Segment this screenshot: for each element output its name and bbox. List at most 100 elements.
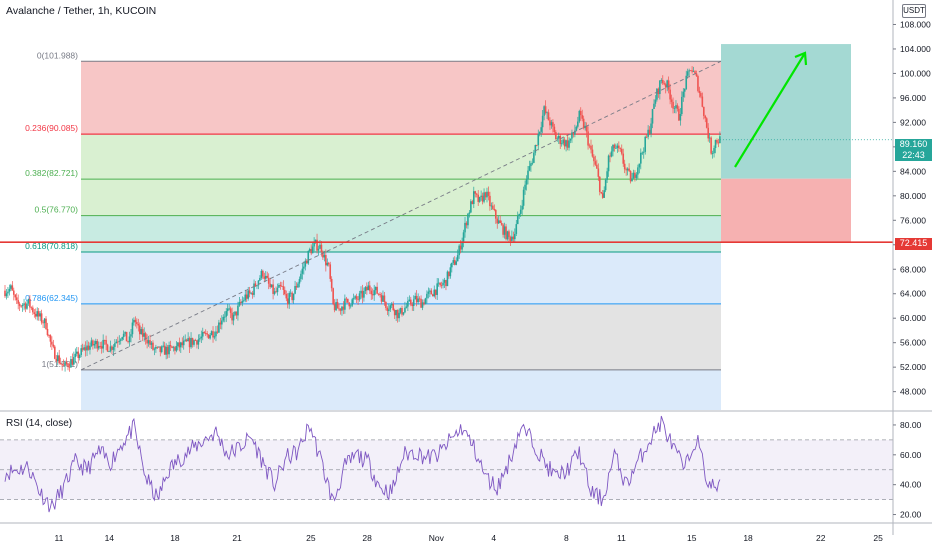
candle xyxy=(319,239,321,249)
candle-body xyxy=(262,270,264,277)
candles xyxy=(4,66,721,372)
candle-body xyxy=(401,308,403,315)
candle xyxy=(149,334,151,349)
candle-body xyxy=(15,297,18,301)
candle-body xyxy=(385,302,387,308)
rsi-tick-label: 40.00 xyxy=(900,480,922,490)
candle xyxy=(552,119,554,133)
candle-body xyxy=(112,346,115,350)
candle-body xyxy=(247,290,249,299)
fib-levels: 0(101.988) 0.236(90.085) 0.382(82.721) 0.5(… xyxy=(25,50,721,371)
candle xyxy=(672,97,674,114)
candle xyxy=(311,241,314,254)
candle-body xyxy=(335,302,337,311)
fib-label-0: 0(101.988) xyxy=(37,50,78,60)
candle-body xyxy=(197,339,200,345)
candle-body xyxy=(533,152,535,163)
candle xyxy=(382,290,384,302)
candle xyxy=(80,344,82,358)
candle-body xyxy=(212,331,214,338)
candle xyxy=(366,282,368,295)
candle xyxy=(51,336,53,350)
candle xyxy=(111,345,113,354)
candle-body xyxy=(541,115,544,128)
candle-body xyxy=(40,313,43,323)
candle-body xyxy=(650,123,652,134)
candle xyxy=(385,301,387,311)
candle-body xyxy=(232,314,235,321)
candle xyxy=(338,303,340,312)
candle-body xyxy=(263,276,266,279)
candle-body xyxy=(111,346,113,350)
candle-body xyxy=(89,345,91,350)
candle-body xyxy=(578,110,581,122)
candle xyxy=(509,235,512,247)
candle-body xyxy=(316,239,318,251)
position-stop-zone xyxy=(721,178,851,243)
candle-body xyxy=(445,280,447,287)
candle-body xyxy=(39,313,41,317)
candle xyxy=(376,282,378,295)
candle-body xyxy=(42,322,44,324)
candle xyxy=(241,296,244,307)
candle-body xyxy=(136,322,138,325)
candle-body xyxy=(276,287,279,293)
candle-body xyxy=(703,106,705,116)
candle xyxy=(414,292,416,300)
candle xyxy=(656,87,658,102)
candle-body xyxy=(320,244,323,253)
candle-body xyxy=(659,80,661,95)
candle xyxy=(538,131,541,137)
candle xyxy=(187,332,189,342)
candle-body xyxy=(163,345,166,355)
candle xyxy=(291,291,293,303)
candle xyxy=(654,95,657,107)
candle xyxy=(550,119,553,129)
candle-body xyxy=(238,301,241,306)
candle-body xyxy=(492,205,494,209)
candle xyxy=(537,129,540,151)
candle-body xyxy=(352,298,355,300)
candle-body xyxy=(514,233,516,240)
candle xyxy=(42,320,44,328)
fib-zone-2 xyxy=(81,179,721,216)
time-tick-label: 8 xyxy=(564,533,569,543)
time-tick-label: 4 xyxy=(491,533,496,543)
candle-body xyxy=(716,140,718,143)
candle-body xyxy=(521,205,523,210)
candle xyxy=(701,92,704,108)
candle xyxy=(522,186,525,210)
candle-body xyxy=(571,132,573,139)
price-tick-label: 52.000 xyxy=(900,362,926,372)
candle-body xyxy=(606,171,608,180)
candle xyxy=(497,215,500,225)
candle xyxy=(298,276,301,288)
candle xyxy=(705,117,708,129)
candle xyxy=(228,304,230,311)
candle xyxy=(26,300,28,310)
long-position-tool[interactable] xyxy=(721,44,851,243)
price-tick-label: 92.000 xyxy=(900,117,926,127)
candle-body xyxy=(83,347,85,350)
candle xyxy=(478,196,481,203)
candle xyxy=(711,150,714,159)
candle xyxy=(591,144,594,158)
candle-body xyxy=(528,166,531,171)
candle-body xyxy=(326,262,329,266)
candle-body xyxy=(601,193,604,198)
currency-selector[interactable]: USDT xyxy=(902,4,926,18)
candle-body xyxy=(115,341,118,344)
candle xyxy=(131,318,134,338)
candle xyxy=(351,297,354,308)
arrow-head xyxy=(794,51,808,66)
candle-body xyxy=(483,192,485,202)
candle-body xyxy=(288,293,291,305)
candle xyxy=(370,287,373,300)
candle-body xyxy=(531,162,534,164)
candle-body xyxy=(700,93,702,97)
candle-body xyxy=(462,232,465,242)
candle-body xyxy=(431,294,434,297)
candle xyxy=(676,103,679,112)
candle-body xyxy=(552,122,554,127)
